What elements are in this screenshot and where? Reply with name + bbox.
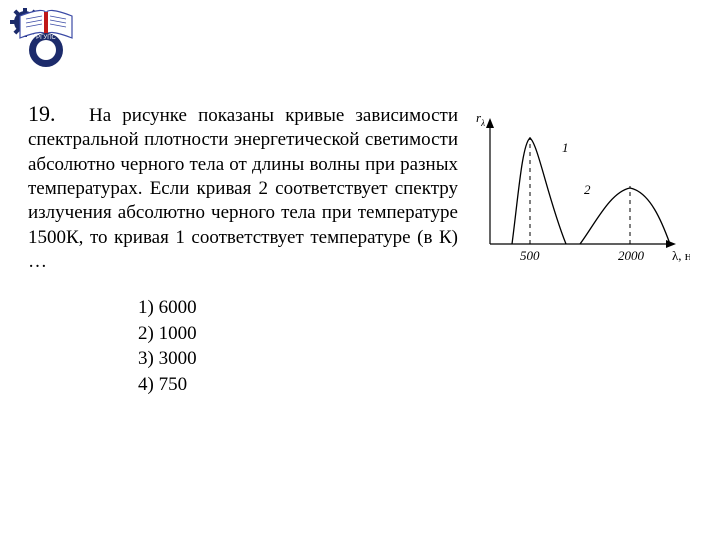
question-block: 19. На рисунке показаны кривые зависимос… <box>28 100 692 398</box>
y-axis-label: rλ <box>476 110 485 128</box>
institution-logo: 1 РГУПС <box>10 8 82 68</box>
x-tick-1: 500 <box>520 248 540 263</box>
answer-list: 1) 6000 2) 1000 3) 3000 4) 750 <box>138 295 692 398</box>
y-axis-arrow <box>486 118 494 128</box>
logo-text: РГУПС <box>36 35 56 41</box>
curve-2 <box>580 188 670 244</box>
curve-2-label: 2 <box>584 182 591 197</box>
question-text: На рисунке показаны кривые зависимости с… <box>28 105 458 272</box>
x-axis-arrow <box>666 240 676 248</box>
spectral-chart: 1 2 500 2000 λ, нм rλ <box>470 104 690 279</box>
logo-svg: 1 РГУПС <box>10 8 82 68</box>
question-number: 19. <box>28 101 56 126</box>
question-text-wrap: 19. На рисунке показаны кривые зависимос… <box>28 100 458 274</box>
page: 1 РГУПС 19. <box>0 0 720 540</box>
x-tick-2: 2000 <box>618 248 645 263</box>
answer-option: 2) 1000 <box>138 321 692 347</box>
curve-1 <box>512 138 566 244</box>
curve-1-label: 1 <box>562 140 569 155</box>
answer-option: 3) 3000 <box>138 346 692 372</box>
x-axis-label: λ, нм <box>672 248 690 263</box>
chart-svg: 1 2 500 2000 λ, нм rλ <box>470 104 690 274</box>
answer-option: 4) 750 <box>138 372 692 398</box>
answer-option: 1) 6000 <box>138 295 692 321</box>
